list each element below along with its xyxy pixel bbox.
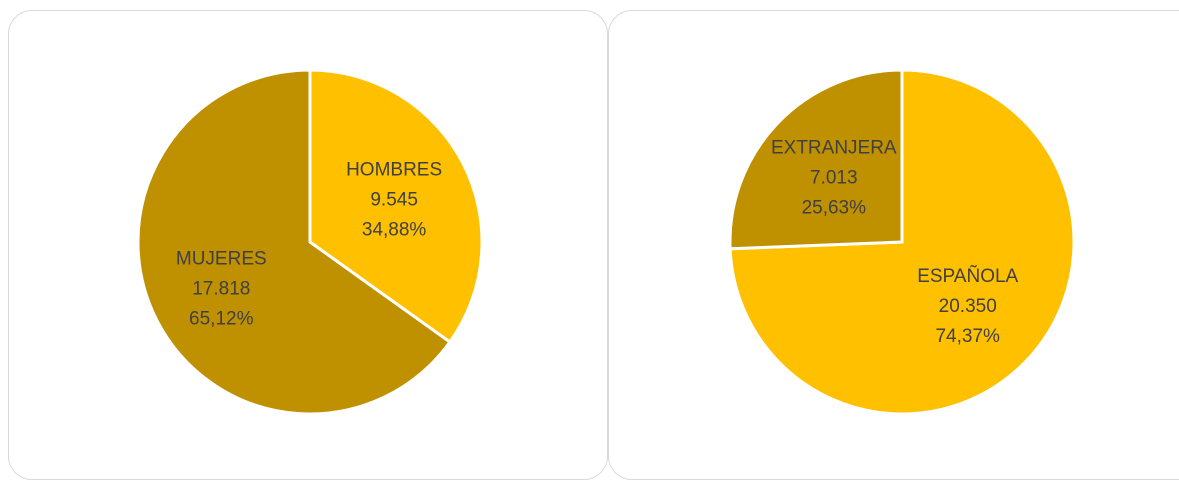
data-label-count-española: 20.350 [939, 296, 997, 317]
pie-slice-extranjera [728, 68, 904, 251]
data-label-percent-extranjera: 25,63% [802, 197, 867, 218]
data-label-count-mujeres: 17.818 [192, 279, 250, 300]
data-label-percent-mujeres: 65,12% [189, 309, 254, 330]
pie-slice-hombres [308, 68, 484, 345]
data-label-percent-hombres: 34,88% [362, 220, 427, 241]
data-label-label-española: ESPAÑOLA [917, 265, 1018, 287]
data-label-count-extranjera: 7.013 [810, 167, 858, 188]
data-label-label-extranjera: EXTRANJERA [771, 137, 897, 158]
pie-slice-mujeres [136, 68, 453, 416]
data-label-percent-española: 74,37% [935, 326, 1000, 347]
data-label-label-hombres: HOMBRES [346, 160, 442, 181]
data-label-label-mujeres: MUJERES [176, 249, 267, 270]
pie-charts: HOMBRES 9.545 34,88% MUJERES 17.818 65,12% ESP… [136, 68, 1076, 416]
data-label-count-hombres: 9.545 [370, 190, 418, 211]
